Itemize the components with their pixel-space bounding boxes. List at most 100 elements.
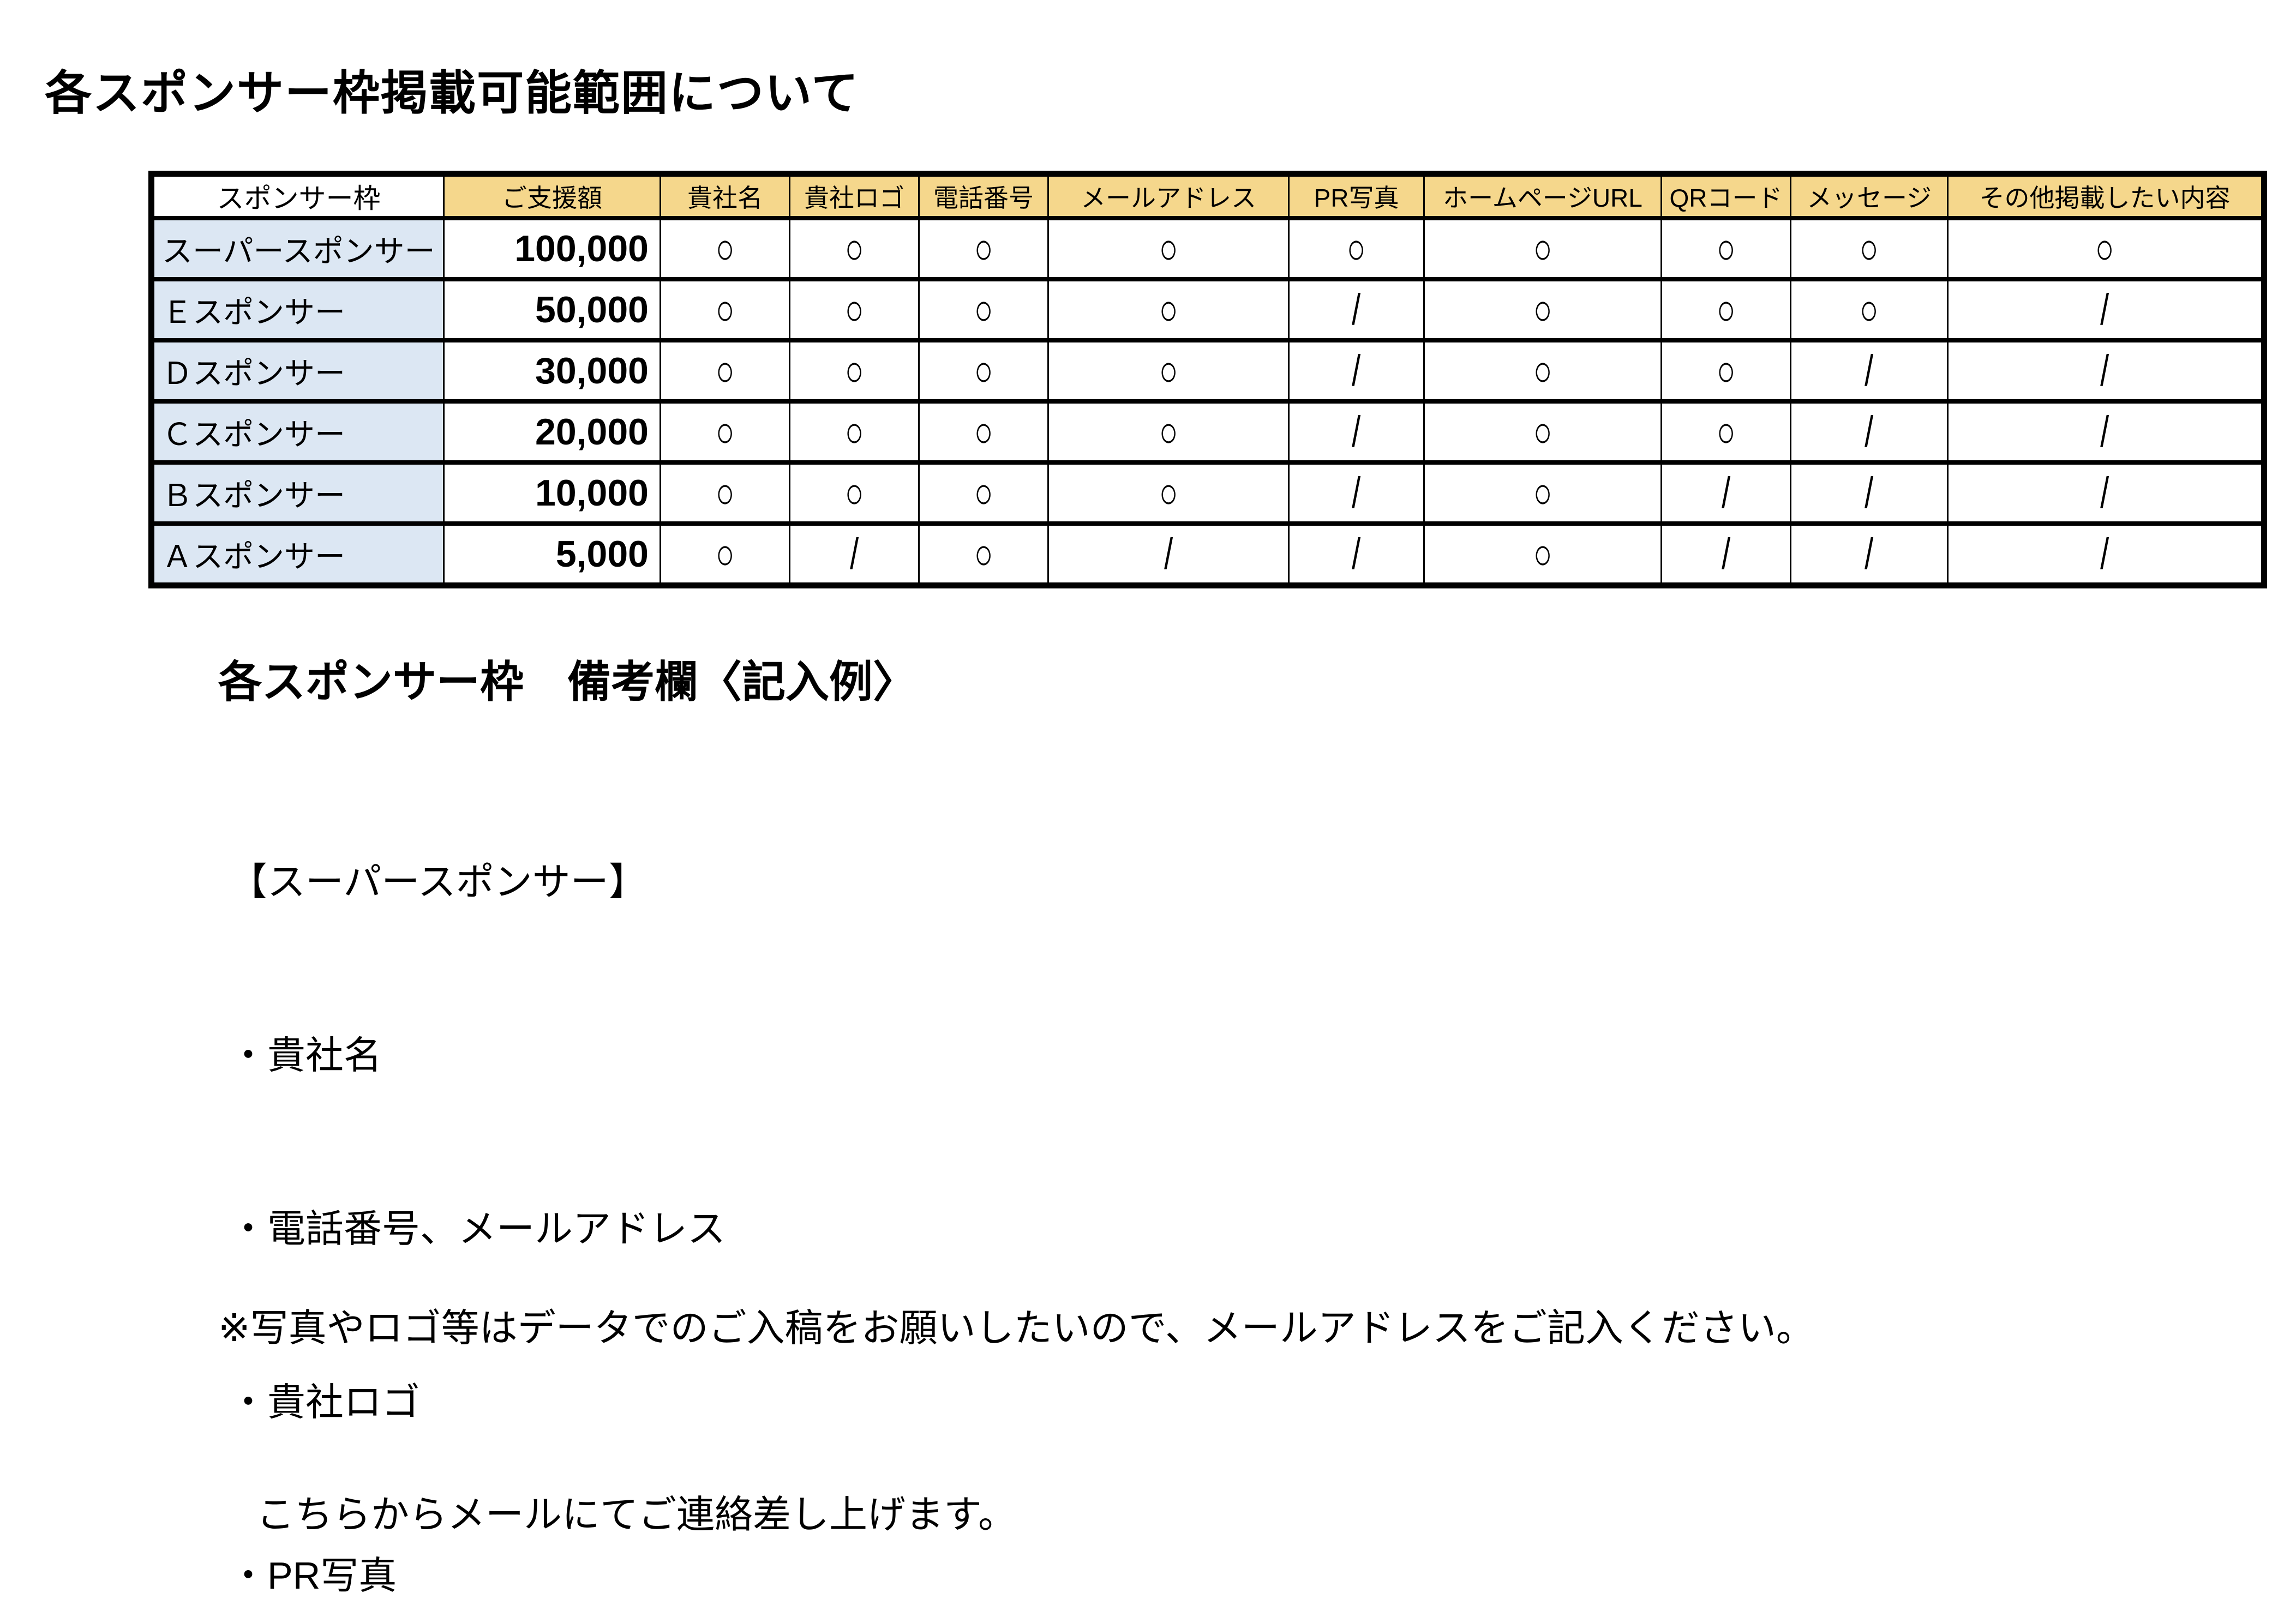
amount-cell: 30,000 (443, 338, 661, 404)
mark: ○ (1159, 285, 1178, 334)
mark-cell: ○ (918, 460, 1049, 526)
mark: ○ (974, 346, 993, 395)
amount-cell: 50,000 (443, 277, 661, 342)
remarks-heading: 各スポンサー枠 備考欄〈記入例〉 (218, 658, 916, 706)
table-row-b-sponsor: Ｂスポンサー 10,000 ○ ○ ○ ○ / ○ / / / (151, 460, 2265, 526)
remarks-item: ・電話番号、メールアドレス (229, 1207, 726, 1250)
mark: / (2100, 346, 2109, 395)
mark: / (1164, 530, 1173, 578)
table-row-a-sponsor: Ａスポンサー 5,000 ○ / ○ / / ○ / / / (151, 521, 2265, 588)
remarks-item: ・貴社名 (229, 1034, 382, 1077)
mark-cell: ○ (1423, 460, 1662, 526)
mark-cell: ○ (918, 521, 1049, 588)
tier-label: Ｃスポンサー (151, 399, 445, 465)
mark: ○ (844, 407, 864, 456)
mark-cell: ○ (1047, 277, 1290, 342)
mark: ○ (1159, 468, 1178, 517)
mark-cell: ○ (1790, 277, 1949, 342)
mark-cell: / (1047, 521, 1290, 588)
mark: ○ (844, 468, 864, 517)
remarks-example-list: 【スーパースポンサー】 ・貴社名 ・電話番号、メールアドレス ・貴社ロゴ ・PR… (229, 737, 934, 1623)
mark-cell: ○ (918, 338, 1049, 404)
mark-cell: ○ (1047, 216, 1290, 281)
mark: ○ (1159, 346, 1178, 395)
mark-cell: ○ (1047, 460, 1290, 526)
mark-cell: / (1288, 460, 1425, 526)
table-row-d-sponsor: Ｄスポンサー 30,000 ○ ○ ○ ○ / ○ ○ / / (151, 338, 2265, 404)
mark-cell: / (1790, 460, 1949, 526)
mark-cell: ○ (660, 216, 790, 281)
mark: ○ (1533, 530, 1552, 578)
header-amount: ご支援額 (443, 171, 661, 220)
mark: ○ (844, 346, 864, 395)
mark: ○ (974, 468, 993, 517)
mark-cell: ○ (918, 216, 1049, 281)
mark: ○ (974, 285, 993, 334)
tier-label: スーパースポンサー (151, 216, 445, 281)
header-homepage-url: ホームページURL (1423, 171, 1662, 220)
mark-cell: ○ (1423, 216, 1662, 281)
table-row-c-sponsor: Ｃスポンサー 20,000 ○ ○ ○ ○ / ○ ○ / / (151, 399, 2265, 465)
mark-cell: ○ (1660, 277, 1791, 342)
mark-cell: ○ (660, 460, 790, 526)
sponsor-range-table: スポンサー枠 ご支援額 貴社名 貴社ロゴ 電話番号 メールアドレス PR写真 ホ… (148, 171, 2267, 588)
mark: ○ (844, 224, 864, 273)
mark: / (1721, 468, 1730, 517)
table-row-e-sponsor: Ｅスポンサー 50,000 ○ ○ ○ ○ / ○ ○ ○ / (151, 277, 2265, 342)
mark-cell: / (1288, 521, 1425, 588)
mark: ○ (1860, 285, 1879, 334)
mark: ○ (1533, 224, 1552, 273)
mark-cell: / (1790, 521, 1949, 588)
header-pr-photo: PR写真 (1288, 171, 1425, 220)
table-row-super-sponsor: スーパースポンサー 100,000 ○ ○ ○ ○ ○ ○ ○ ○ ○ (151, 216, 2265, 281)
amount-cell: 5,000 (443, 521, 661, 588)
mark-cell: ○ (789, 216, 920, 281)
mark: / (1352, 530, 1361, 578)
mark: / (2100, 285, 2109, 334)
mark: ○ (715, 346, 735, 395)
mark-cell: / (1947, 338, 2265, 404)
amount-cell: 10,000 (443, 460, 661, 526)
mark: / (2100, 407, 2109, 456)
mark: ○ (715, 224, 735, 273)
remarks-item: ・貴社ロゴ (229, 1381, 420, 1423)
mark-cell: ○ (1423, 277, 1662, 342)
remarks-notes: ※写真やロゴ等はデータでのご入稿をお願いしたいので、メールアドレスをご記入くださ… (218, 1173, 1814, 1623)
remarks-item: ・PR写真 (229, 1554, 397, 1597)
mark: / (1865, 468, 1874, 517)
mark-cell: / (1947, 460, 2265, 526)
mark: / (2100, 468, 2109, 517)
mark-cell: / (789, 521, 920, 588)
mark: / (1352, 285, 1361, 334)
tier-label: Ｂスポンサー (151, 460, 445, 526)
mark: ○ (715, 468, 735, 517)
mark: ○ (1533, 346, 1552, 395)
mark: ○ (1716, 407, 1736, 456)
mark: / (1865, 346, 1874, 395)
mark: ○ (1716, 285, 1736, 334)
amount-cell: 20,000 (443, 399, 661, 465)
table-header-row: スポンサー枠 ご支援額 貴社名 貴社ロゴ 電話番号 メールアドレス PR写真 ホ… (151, 171, 2265, 220)
mark: ○ (1533, 285, 1552, 334)
mark: ○ (715, 285, 735, 334)
header-qr-code: QRコード (1660, 171, 1791, 220)
mark-cell: / (1660, 460, 1791, 526)
mark-cell: ○ (1660, 399, 1791, 465)
mark: ○ (2095, 224, 2114, 273)
mark-cell: / (1288, 338, 1425, 404)
mark-cell: ○ (660, 277, 790, 342)
mark: ○ (1347, 224, 1366, 273)
mark-cell: ○ (1947, 216, 2265, 281)
mark: ○ (1716, 224, 1736, 273)
mark-cell: ○ (1423, 338, 1662, 404)
mark: / (849, 530, 859, 578)
header-company-name: 貴社名 (660, 171, 790, 220)
mark: ○ (715, 530, 735, 578)
mark: / (1352, 468, 1361, 517)
tier-label: Ｅスポンサー (151, 277, 445, 342)
remarks-example-title: 【スーパースポンサー】 (229, 861, 647, 903)
tier-label: Ｄスポンサー (151, 338, 445, 404)
mark: / (1352, 346, 1361, 395)
mark-cell: ○ (918, 277, 1049, 342)
